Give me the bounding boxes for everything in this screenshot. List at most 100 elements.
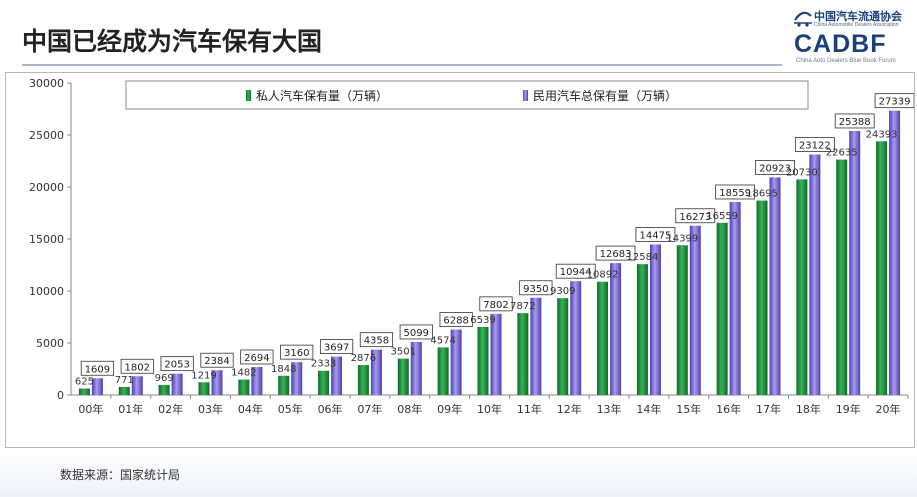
x-tick-label: 10年: [477, 402, 502, 416]
bar-total: [251, 366, 263, 395]
x-tick-label: 09年: [437, 402, 462, 416]
data-label-private: 6539: [470, 315, 495, 326]
chart-legend: 私人汽车保有量（万辆） 民用汽车总保有量（万辆）: [125, 80, 809, 110]
bar-total: [849, 130, 861, 396]
page-title: 中国已经成为汽车保有大国: [22, 27, 323, 56]
logo-subtitle: China Auto Dealers Blue Book Forum: [796, 58, 896, 64]
x-tick-label: 17年: [756, 402, 781, 416]
bar-total: [171, 373, 183, 395]
legend-swatch-private: [246, 90, 251, 101]
x-tick-label: 03年: [198, 402, 223, 416]
x-tick-label: 13年: [597, 402, 622, 416]
bar-total: [131, 376, 143, 395]
bar-private: [278, 375, 290, 395]
x-tick-label: 04年: [238, 402, 263, 416]
data-label-private: 771: [115, 375, 134, 386]
y-tick-label: 30000: [29, 77, 64, 90]
data-label-total: 3160: [284, 348, 309, 359]
bar-private: [876, 141, 888, 395]
data-label-total-box: [715, 184, 756, 200]
x-tick-label: 11年: [517, 402, 542, 416]
bar-private: [477, 326, 489, 395]
y-tick-label: 15000: [29, 233, 64, 246]
bar-private: [238, 379, 250, 395]
data-label-total: 2053: [164, 360, 189, 371]
data-label-private: 1848: [271, 364, 296, 375]
bar-total: [530, 297, 542, 395]
bar-private: [557, 298, 569, 395]
data-label-total: 2694: [244, 353, 269, 364]
bar-total: [889, 110, 901, 395]
bar-private: [78, 388, 90, 395]
data-label-total: 7802: [483, 300, 508, 311]
data-label-private: 18695: [746, 189, 778, 200]
data-label-total: 14475: [640, 230, 672, 241]
y-tick-label: 25000: [29, 129, 64, 142]
bar-private: [158, 384, 170, 395]
bar-total: [610, 263, 622, 395]
bar-private: [397, 358, 409, 395]
bar-private: [357, 365, 369, 395]
data-label-total: 1609: [85, 364, 110, 375]
data-label-total: 9350: [523, 284, 548, 295]
x-tick-label: 01年: [118, 402, 143, 416]
data-label-total-box: [755, 160, 795, 175]
data-label-total: 1802: [125, 362, 150, 373]
data-label-total-box: [160, 356, 194, 372]
data-label-total-box: [479, 296, 513, 312]
data-label-private: 20730: [786, 167, 818, 178]
legend-box: [125, 80, 809, 110]
x-tick-label: 08年: [397, 402, 422, 416]
bar-private: [118, 386, 130, 395]
legend-swatch-total: [523, 90, 528, 101]
data-label-total-box: [555, 263, 596, 279]
data-label-total-box: [280, 344, 314, 360]
bar-private: [756, 200, 768, 395]
data-label-private: 625: [75, 377, 94, 388]
bar-private: [716, 222, 728, 395]
data-label-total-box: [80, 360, 115, 376]
bar-total: [490, 313, 502, 395]
bar-total: [689, 225, 701, 395]
x-tick-label: 12年: [557, 402, 582, 416]
data-label-total: 20923: [759, 163, 791, 174]
bar-private: [796, 179, 808, 395]
logo-cn-name: 中国汽车流通协会: [814, 10, 902, 23]
legend-label-total: 民用汽车总保有量（万辆）: [533, 88, 677, 103]
x-tick-label: 16年: [716, 402, 741, 416]
data-label-total-box: [120, 358, 154, 374]
bar-total: [769, 177, 781, 395]
bar-total: [809, 154, 821, 395]
data-label-total-box: [359, 332, 394, 348]
y-tick-label: 5000: [36, 337, 64, 350]
footer-band: [0, 448, 917, 497]
x-tick-label: 07年: [357, 402, 382, 416]
data-label-private: 2333: [311, 359, 336, 370]
bar-private: [318, 370, 330, 395]
bar-private: [836, 159, 848, 395]
data-label-total-box: [635, 227, 676, 242]
x-tick-label: 19年: [836, 402, 861, 416]
data-label-total: 10944: [560, 267, 592, 278]
bar-total: [729, 201, 741, 395]
bar-total: [649, 244, 661, 395]
data-label-private: 1482: [231, 368, 256, 379]
data-label-total: 4358: [364, 336, 389, 347]
bar-total: [450, 329, 462, 395]
data-label-total-box: [794, 137, 835, 152]
data-label-total: 6288: [443, 316, 468, 327]
data-label-private: 1219: [191, 370, 216, 381]
y-tick-label: 10000: [29, 285, 64, 298]
bar-private: [437, 347, 449, 395]
bar-total: [370, 349, 382, 395]
data-source-note: 数据来源：国家统计局: [60, 468, 181, 482]
bar-private: [636, 264, 648, 395]
logo-wordmark: CADBF: [794, 30, 887, 58]
data-label-total: 5099: [404, 328, 429, 339]
data-label-total-box: [519, 280, 553, 296]
data-label-private: 9309: [550, 286, 575, 297]
x-tick-label: 14年: [636, 402, 661, 416]
bar-total: [410, 341, 422, 395]
data-label-total-box: [675, 208, 716, 224]
data-label-total-box: [200, 352, 234, 368]
